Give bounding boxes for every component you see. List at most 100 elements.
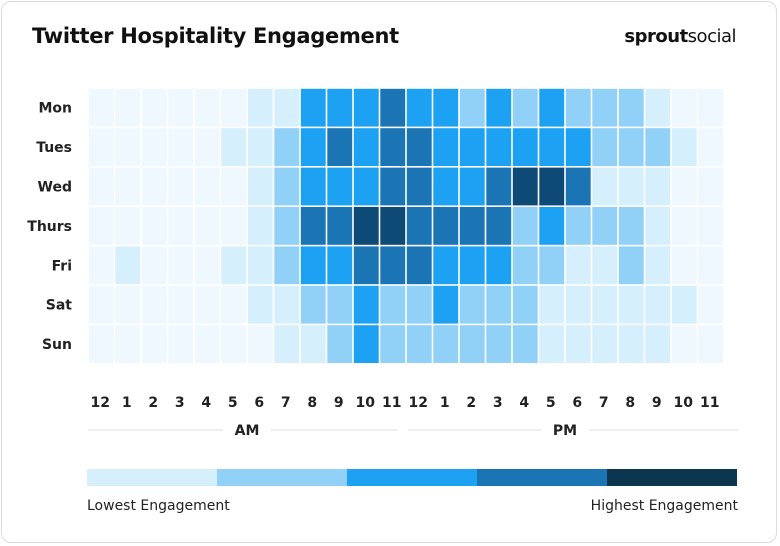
heatmap-cell xyxy=(221,167,247,206)
heatmap-cell xyxy=(645,88,671,127)
heatmap-cell xyxy=(406,167,432,206)
heatmap-cell xyxy=(671,207,697,245)
heatmap-cell xyxy=(115,88,141,127)
column-label: 8 xyxy=(307,395,317,411)
heatmap-cell xyxy=(141,167,167,206)
heatmap-cell xyxy=(486,167,512,206)
heatmap-cell xyxy=(565,285,591,324)
column-label: 10 xyxy=(356,395,376,411)
heatmap-cell xyxy=(327,207,353,245)
heatmap-cell xyxy=(88,325,114,363)
heatmap-cell xyxy=(512,207,538,245)
heatmap-cell xyxy=(698,285,724,324)
heatmap-cell xyxy=(353,207,379,245)
heatmap-cell xyxy=(618,285,644,324)
heatmap-cell xyxy=(406,325,432,363)
heatmap-cell xyxy=(274,325,300,363)
heatmap-cell xyxy=(512,88,538,127)
heatmap-cell xyxy=(194,167,220,206)
heatmap-cell xyxy=(168,167,194,206)
heatmap-cell xyxy=(459,167,485,206)
heatmap-cell xyxy=(247,285,273,324)
heatmap-cell xyxy=(247,167,273,206)
heatmap-cell xyxy=(406,285,432,324)
heatmap-cell xyxy=(406,128,432,166)
heatmap-cell xyxy=(300,285,326,324)
heatmap-cell xyxy=(274,246,300,285)
heatmap-cell xyxy=(645,285,671,324)
heatmap-cell xyxy=(141,246,167,285)
heatmap-cell xyxy=(565,325,591,363)
sproutsocial-logo: sproutsocial xyxy=(624,26,736,47)
column-label: 12 xyxy=(409,395,428,411)
heatmap-cell xyxy=(221,128,247,166)
heatmap-cell xyxy=(300,88,326,127)
heatmap-cell xyxy=(459,207,485,245)
heatmap-cell xyxy=(300,128,326,166)
heatmap-cell xyxy=(671,246,697,285)
heatmap-cell xyxy=(274,207,300,245)
heatmap-cell xyxy=(353,285,379,324)
heatmap-cell xyxy=(380,285,406,324)
heatmap-cell xyxy=(645,325,671,363)
heatmap-cell xyxy=(433,128,459,166)
group-label-pm: PM xyxy=(553,423,577,439)
heatmap-cell xyxy=(512,167,538,206)
heatmap-cell xyxy=(671,88,697,127)
logo-bold-part: sprout xyxy=(624,26,688,47)
heatmap-cell xyxy=(512,285,538,324)
heatmap-cell xyxy=(645,167,671,206)
heatmap-cell xyxy=(539,246,565,285)
heatmap-cell xyxy=(300,167,326,206)
heatmap-cell xyxy=(327,325,353,363)
heatmap-cell xyxy=(194,246,220,285)
heatmap-cell xyxy=(539,207,565,245)
heatmap-cell xyxy=(141,285,167,324)
heatmap-cell xyxy=(194,285,220,324)
heatmap-cell xyxy=(565,128,591,166)
column-label: 6 xyxy=(572,395,582,411)
heatmap-cell xyxy=(141,128,167,166)
heatmap-cell xyxy=(88,167,114,206)
heatmap-cell xyxy=(88,246,114,285)
heatmap-cell xyxy=(221,325,247,363)
heatmap-cell xyxy=(539,285,565,324)
heatmap-cell xyxy=(194,88,220,127)
heatmap-cell xyxy=(592,325,618,363)
heatmap-cell xyxy=(274,285,300,324)
legend-swatch xyxy=(87,469,217,486)
column-label: 10 xyxy=(674,395,694,411)
heatmap-cell xyxy=(274,128,300,166)
heatmap-cell xyxy=(115,325,141,363)
heatmap-cell xyxy=(380,88,406,127)
heatmap-cell xyxy=(406,207,432,245)
heatmap-cell xyxy=(433,88,459,127)
heatmap-cell xyxy=(592,128,618,166)
heatmap-cell xyxy=(115,285,141,324)
chart-title: Twitter Hospitality Engagement xyxy=(32,24,399,48)
heatmap-cell xyxy=(433,167,459,206)
heatmap-cell xyxy=(671,285,697,324)
heatmap-cell xyxy=(300,325,326,363)
legend-low-label: Lowest Engagement xyxy=(87,498,230,514)
heatmap-cell xyxy=(380,167,406,206)
heatmap-cell xyxy=(539,325,565,363)
heatmap-cell xyxy=(168,207,194,245)
heatmap-cell xyxy=(512,325,538,363)
legend-swatch xyxy=(477,469,607,486)
heatmap-cell xyxy=(698,325,724,363)
heatmap-cell xyxy=(618,325,644,363)
heatmap-cell xyxy=(671,167,697,206)
heatmap-cell xyxy=(592,207,618,245)
heatmap-cell xyxy=(353,246,379,285)
heatmap-cell xyxy=(168,285,194,324)
column-label: 4 xyxy=(519,395,529,411)
heatmap-cell xyxy=(698,167,724,206)
heatmap-cell xyxy=(512,128,538,166)
heatmap-cell xyxy=(168,128,194,166)
group-label-am: AM xyxy=(235,423,260,439)
heatmap-cell xyxy=(194,325,220,363)
heatmap-cell xyxy=(459,285,485,324)
heatmap-cell xyxy=(380,128,406,166)
heatmap-cell xyxy=(247,88,273,127)
